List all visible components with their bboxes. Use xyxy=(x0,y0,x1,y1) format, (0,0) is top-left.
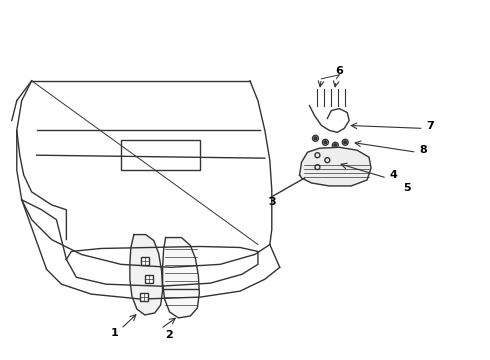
Circle shape xyxy=(343,141,347,144)
Circle shape xyxy=(324,141,327,144)
Text: 1: 1 xyxy=(111,328,119,338)
Text: 6: 6 xyxy=(335,66,343,76)
Circle shape xyxy=(334,144,337,147)
Polygon shape xyxy=(163,238,199,318)
Text: 4: 4 xyxy=(390,170,398,180)
FancyBboxPatch shape xyxy=(121,140,200,170)
FancyBboxPatch shape xyxy=(140,293,148,301)
Text: 7: 7 xyxy=(427,121,435,131)
Text: 3: 3 xyxy=(268,197,275,207)
Text: 2: 2 xyxy=(165,330,172,340)
Text: 8: 8 xyxy=(420,145,427,155)
FancyBboxPatch shape xyxy=(141,257,149,265)
Polygon shape xyxy=(130,235,163,315)
Circle shape xyxy=(314,137,317,140)
Text: 5: 5 xyxy=(403,183,411,193)
Polygon shape xyxy=(299,147,371,186)
FancyBboxPatch shape xyxy=(145,275,153,283)
